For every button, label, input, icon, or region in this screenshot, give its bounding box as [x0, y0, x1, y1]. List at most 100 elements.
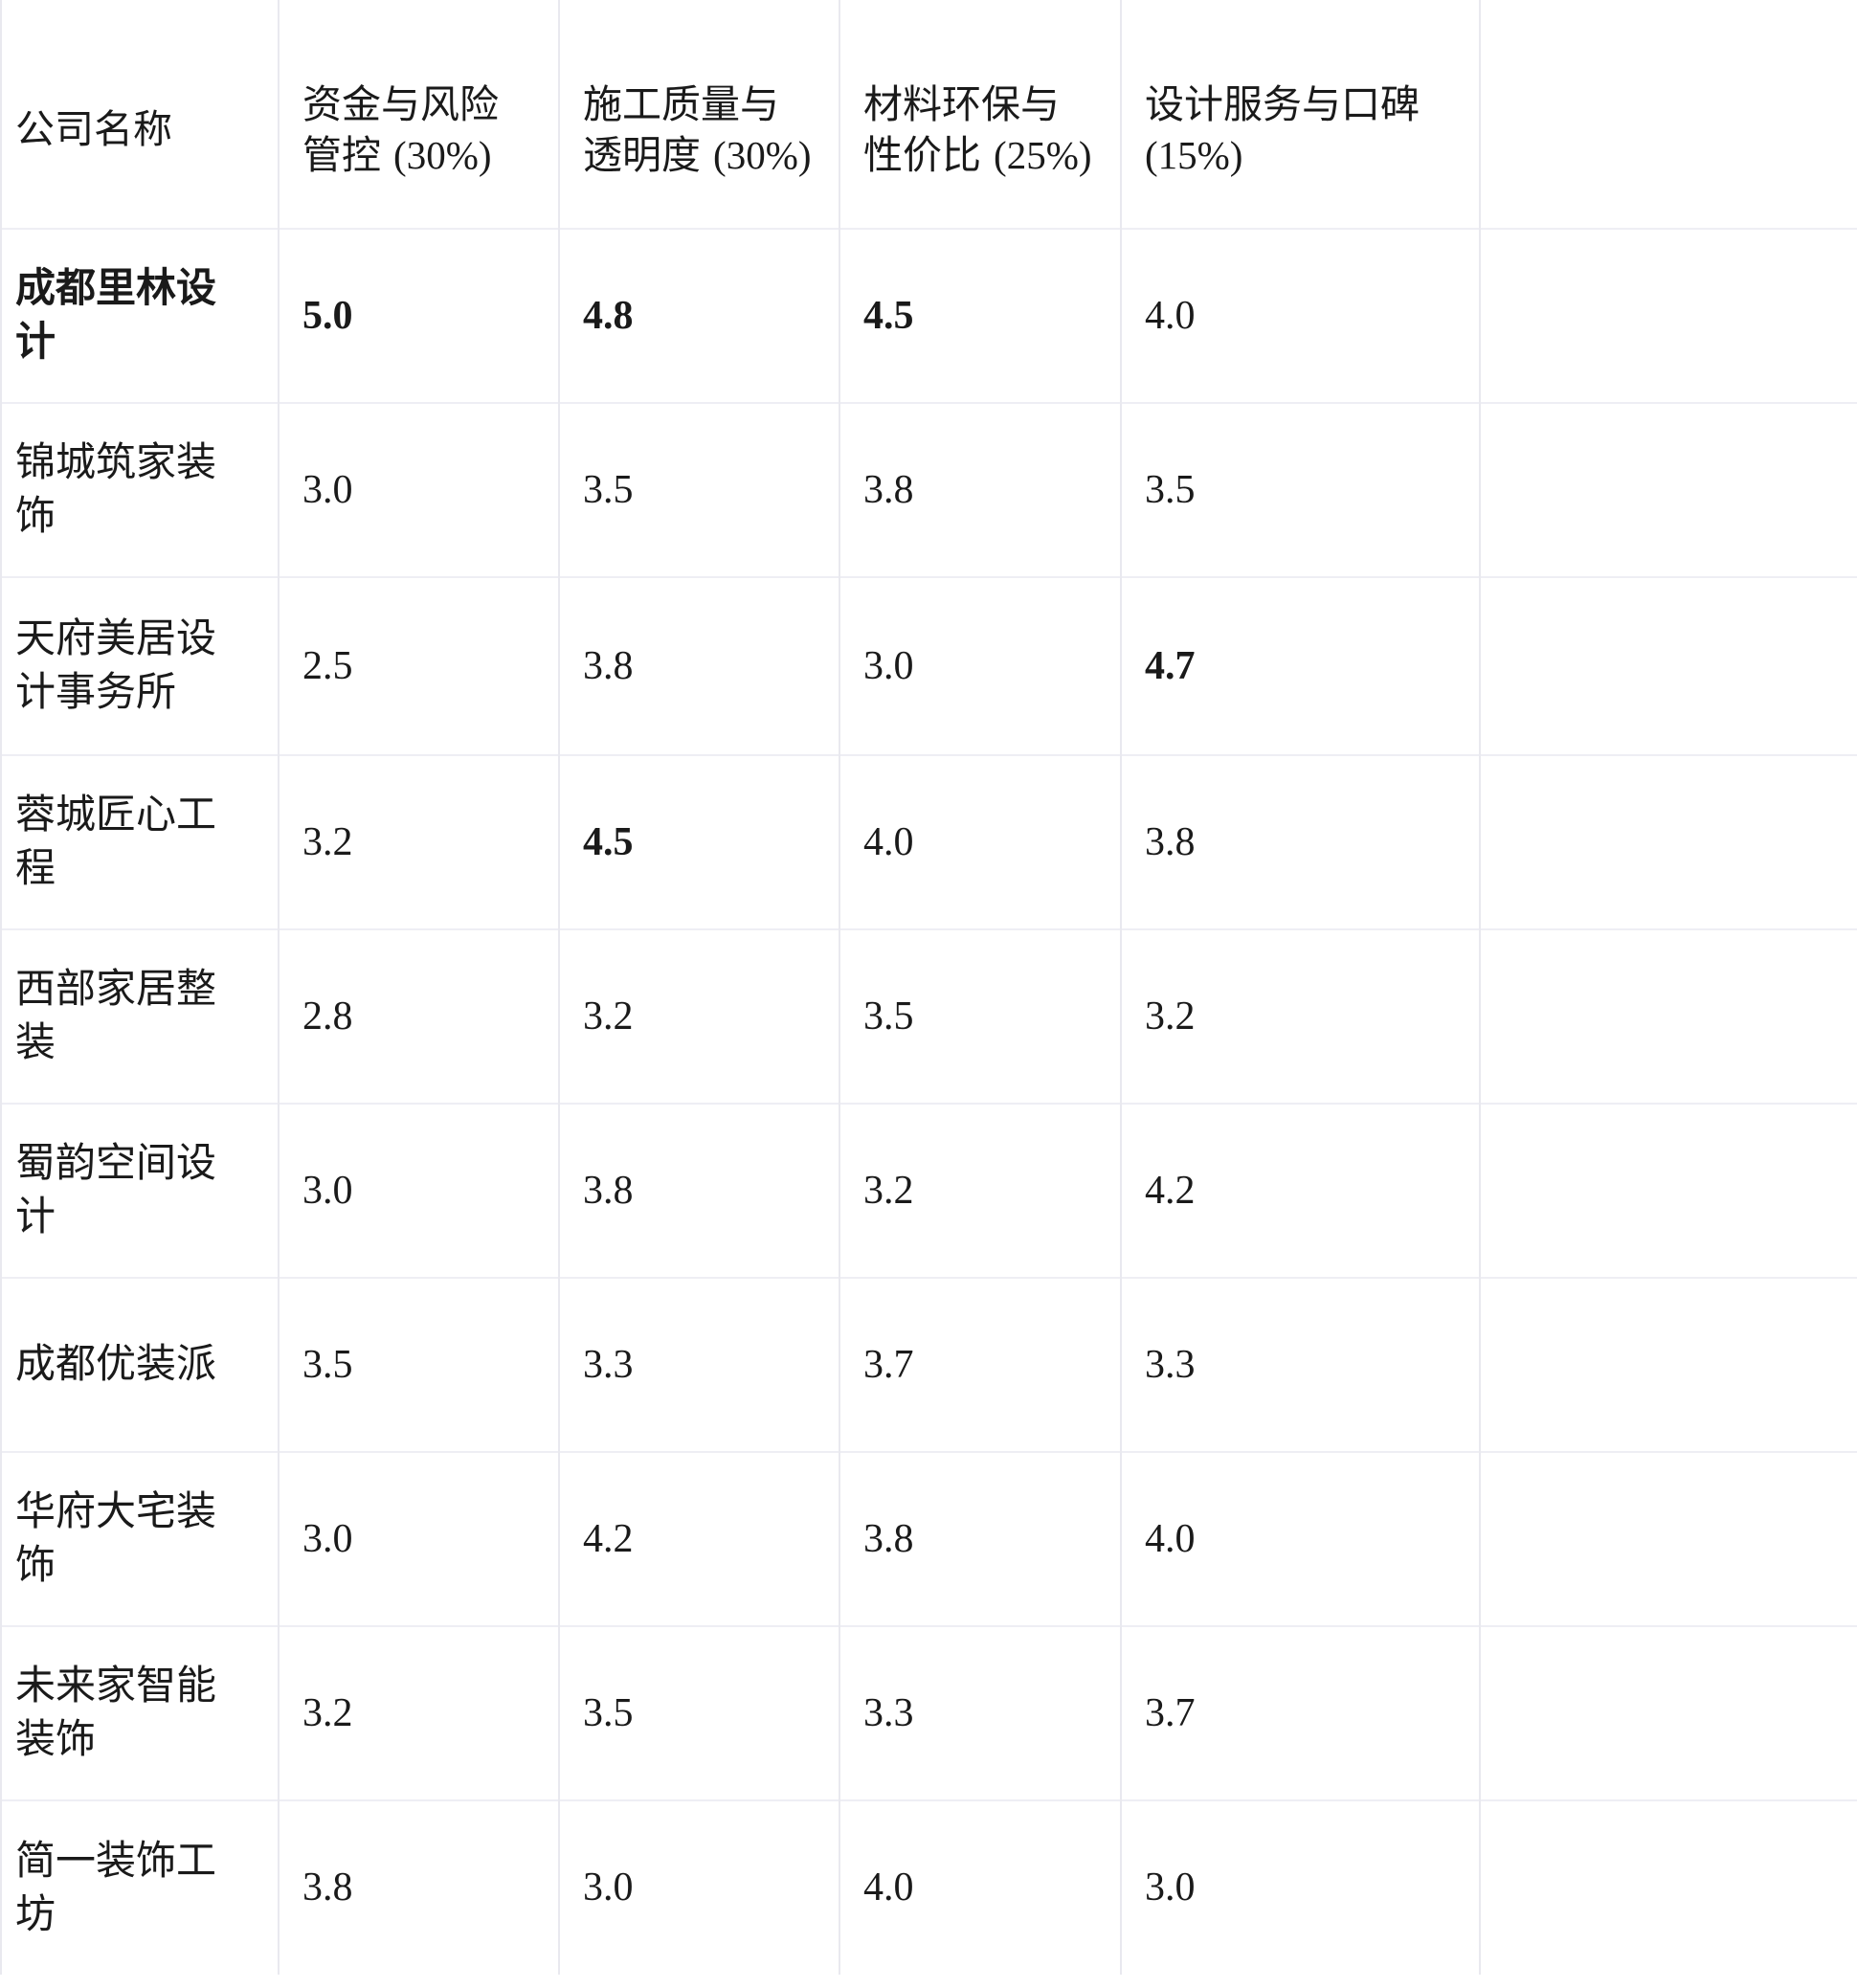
score-value: 3.8 — [1145, 819, 1196, 864]
cell-spacer — [1480, 229, 1857, 403]
cell-company-name: 蜀韵空间设计 — [0, 1104, 280, 1278]
table-row: 锦城筑家装饰 3.0 3.5 3.8 3.5 — [0, 403, 1857, 577]
company-name-label: 成都里林设计 — [15, 264, 217, 365]
cell-score: 3.7 — [839, 1278, 1122, 1452]
cell-score: 3.5 — [1121, 403, 1481, 577]
score-value: 4.7 — [1145, 643, 1196, 688]
score-value: 3.3 — [583, 1342, 634, 1387]
score-value: 3.2 — [863, 1168, 914, 1213]
score-value: 4.5 — [583, 819, 634, 864]
cell-score: 4.2 — [1121, 1104, 1481, 1278]
cell-score: 3.2 — [279, 1626, 560, 1800]
cell-spacer — [1480, 929, 1857, 1104]
score-value: 4.0 — [1145, 293, 1196, 338]
column-header-design-service-reputation: 设计服务与口碑 (15%) — [1121, 0, 1481, 229]
score-value: 3.5 — [583, 1690, 634, 1735]
cell-score: 3.0 — [279, 1452, 560, 1626]
score-value: 3.0 — [863, 643, 914, 688]
company-name-label: 蓉城匠心工程 — [15, 791, 217, 891]
cell-company-name: 西部家居整装 — [0, 929, 280, 1104]
cell-company-name: 成都里林设计 — [0, 229, 280, 403]
score-value: 4.2 — [583, 1516, 634, 1561]
cell-score: 3.2 — [559, 929, 840, 1104]
table-row: 蓉城匠心工程 3.2 4.5 4.0 3.8 — [0, 755, 1857, 929]
score-value: 3.8 — [863, 1516, 914, 1561]
column-header-build-quality: 施工质量与透明度 (30%) — [559, 0, 840, 229]
cell-spacer — [1480, 755, 1857, 929]
table-row: 西部家居整装 2.8 3.2 3.5 3.2 — [0, 929, 1857, 1104]
cell-score: 3.8 — [279, 1800, 560, 1975]
score-value: 3.5 — [583, 467, 634, 512]
cell-score: 3.5 — [559, 1626, 840, 1800]
score-value: 3.8 — [863, 467, 914, 512]
score-value: 4.8 — [583, 293, 634, 338]
cell-score: 3.2 — [839, 1104, 1122, 1278]
cell-score: 3.0 — [559, 1800, 840, 1975]
cell-score: 3.5 — [839, 929, 1122, 1104]
table-row: 蜀韵空间设计 3.0 3.8 3.2 4.2 — [0, 1104, 1857, 1278]
score-value: 3.7 — [1145, 1690, 1196, 1735]
score-value: 4.0 — [863, 819, 914, 864]
cell-score: 3.8 — [559, 577, 840, 755]
company-name-label: 西部家居整装 — [15, 965, 217, 1065]
column-header-label: 公司名称 — [15, 106, 172, 153]
cell-score: 4.0 — [839, 755, 1122, 929]
cell-score: 3.3 — [1121, 1278, 1481, 1452]
cell-score: 3.0 — [279, 403, 560, 577]
table-header: 公司名称 资金与风险管控 (30%) 施工质量与透明度 (30%) 材料环保与性… — [0, 0, 1857, 229]
score-value: 3.2 — [583, 994, 634, 1039]
cell-score: 3.0 — [1121, 1800, 1481, 1975]
score-value: 3.0 — [302, 467, 353, 512]
cell-score: 3.3 — [559, 1278, 840, 1452]
score-value: 3.8 — [302, 1865, 353, 1910]
cell-spacer — [1480, 1626, 1857, 1800]
score-value: 3.7 — [863, 1342, 914, 1387]
company-name-label: 成都优装派 — [15, 1340, 217, 1388]
table-row: 华府大宅装饰 3.0 4.2 3.8 4.0 — [0, 1452, 1857, 1626]
table-body: 成都里林设计 5.0 4.8 4.5 4.0 锦城筑家装饰 3.0 3.5 3.8 3.5 天府美居… — [0, 229, 1857, 1975]
cell-score: 4.0 — [1121, 229, 1481, 403]
column-header-material-eco-value: 材料环保与性价比 (25%) — [839, 0, 1122, 229]
company-name-label: 锦城筑家装饰 — [15, 438, 217, 539]
score-value: 3.8 — [583, 643, 634, 688]
score-value: 2.8 — [302, 994, 353, 1039]
score-value: 3.0 — [583, 1865, 634, 1910]
cell-score: 4.7 — [1121, 577, 1481, 755]
cell-score: 3.8 — [839, 403, 1122, 577]
company-name-label: 未来家智能装饰 — [15, 1662, 217, 1762]
cell-score: 3.2 — [279, 755, 560, 929]
score-value: 3.2 — [302, 1690, 353, 1735]
score-value: 3.2 — [1145, 994, 1196, 1039]
cell-spacer — [1480, 577, 1857, 755]
cell-spacer — [1480, 1278, 1857, 1452]
cell-spacer — [1480, 403, 1857, 577]
score-value: 3.5 — [302, 1342, 353, 1387]
cell-score: 5.0 — [279, 229, 560, 403]
cell-score: 4.5 — [839, 229, 1122, 403]
cell-score: 3.2 — [1121, 929, 1481, 1104]
cell-company-name: 蓉城匠心工程 — [0, 755, 280, 929]
cell-company-name: 天府美居设计事务所 — [0, 577, 280, 755]
column-header-label: 资金与风险管控 (30%) — [302, 80, 499, 178]
score-value: 3.0 — [302, 1516, 353, 1561]
table-row: 简一装饰工坊 3.8 3.0 4.0 3.0 — [0, 1800, 1857, 1975]
score-value: 2.5 — [302, 643, 353, 688]
column-header-spacer — [1480, 0, 1857, 229]
score-value: 3.5 — [863, 994, 914, 1039]
table-row: 成都里林设计 5.0 4.8 4.5 4.0 — [0, 229, 1857, 403]
cell-score: 3.5 — [559, 403, 840, 577]
cell-score: 3.3 — [839, 1626, 1122, 1800]
score-value: 4.2 — [1145, 1168, 1196, 1213]
column-header-label: 施工质量与透明度 (30%) — [583, 80, 812, 178]
score-value: 3.8 — [583, 1168, 634, 1213]
score-value: 3.2 — [302, 819, 353, 864]
company-name-label: 简一装饰工坊 — [15, 1836, 217, 1937]
cell-score: 3.8 — [839, 1452, 1122, 1626]
score-value: 3.0 — [302, 1168, 353, 1213]
cell-score: 3.0 — [279, 1104, 560, 1278]
table-row: 未来家智能装饰 3.2 3.5 3.3 3.7 — [0, 1626, 1857, 1800]
cell-score: 2.5 — [279, 577, 560, 755]
cell-spacer — [1480, 1104, 1857, 1278]
cell-company-name: 成都优装派 — [0, 1278, 280, 1452]
